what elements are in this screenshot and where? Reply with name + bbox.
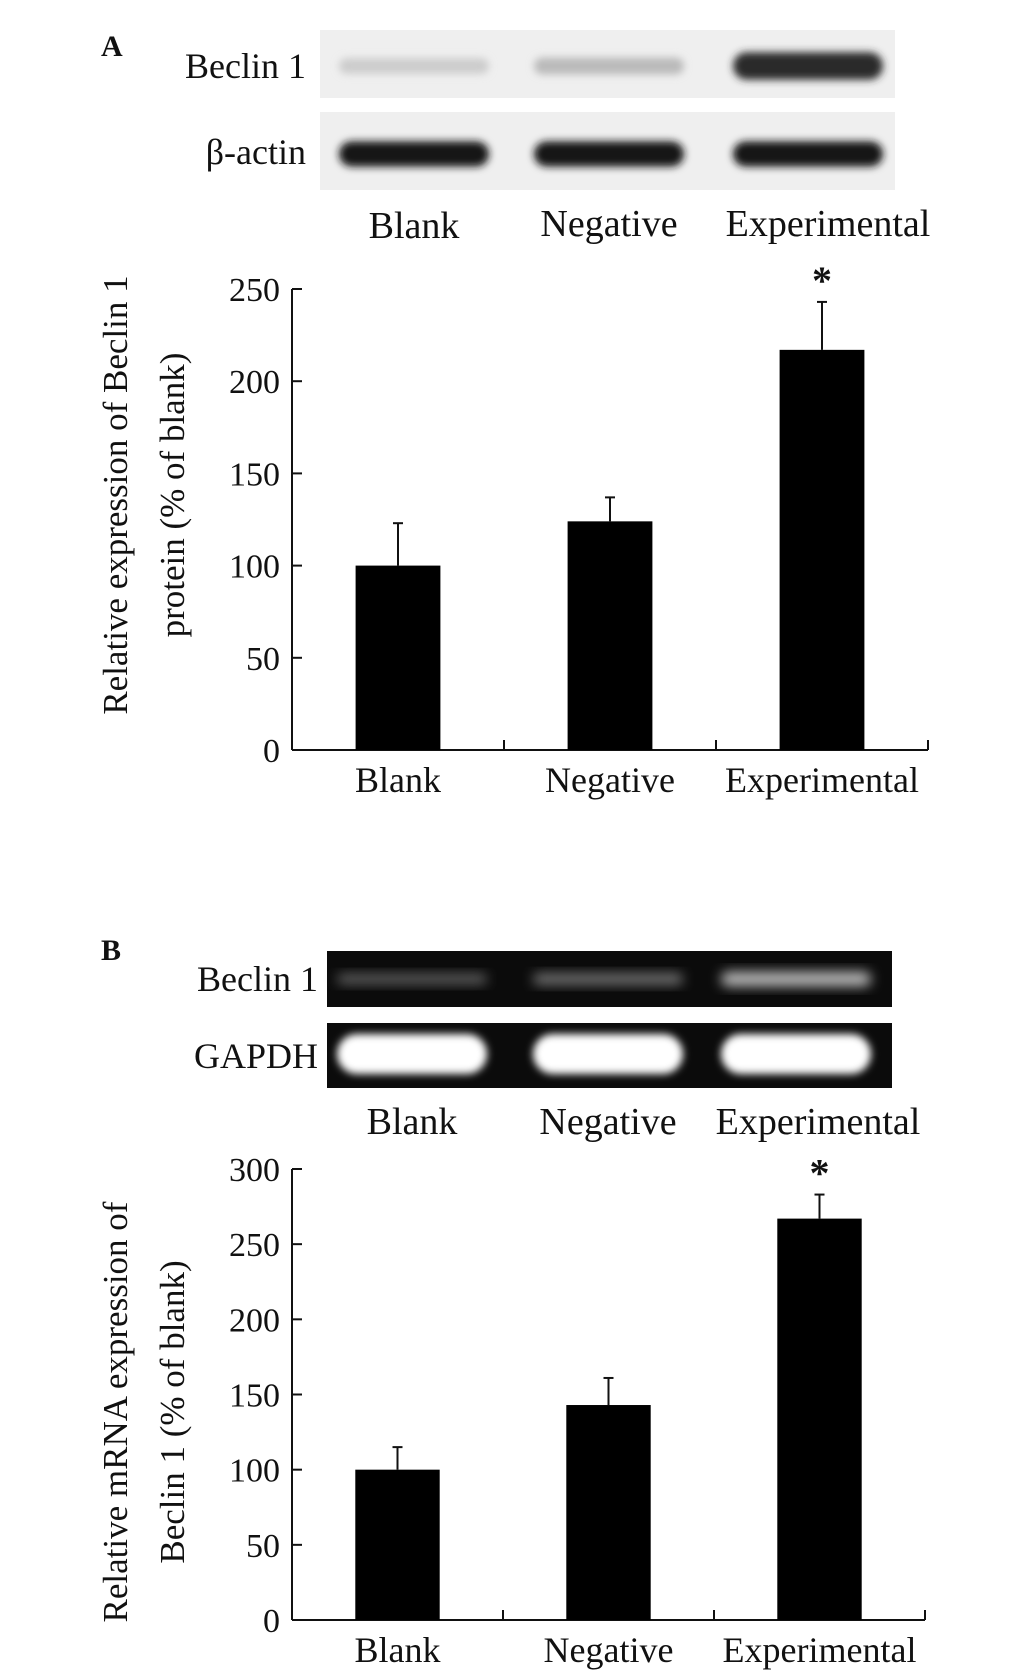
blot-bands (337, 971, 871, 1074)
blot-band (721, 971, 871, 987)
blot-band (533, 1034, 683, 1074)
bar-chart-mrna: Relative mRNA expression of Beclin 1 (% … (96, 1151, 926, 1670)
blot-band (733, 52, 883, 80)
western-blot: Beclin 1 β-actin Blank Negative Experime… (185, 30, 930, 247)
bar (567, 521, 653, 750)
bar (355, 565, 441, 750)
y-axis-title: protein (% of blank) (153, 353, 192, 638)
blot-band (533, 973, 683, 985)
y-tick-label: 150 (229, 456, 280, 493)
y-tick-label: 50 (246, 641, 280, 678)
panel-a-letter: A (101, 30, 123, 63)
y-tick-label: 200 (229, 364, 280, 401)
significance-marker: * (810, 1151, 830, 1196)
x-tick-label: Experimental (725, 760, 919, 800)
panel-b-letter: B (101, 934, 121, 967)
y-axis-title: Relative mRNA expression of (96, 1201, 135, 1622)
blot-band (339, 58, 489, 74)
panel-a: A Beclin 1 β-actin Blank Negative Experi… (96, 30, 930, 800)
plot-area: 0 50 100 150 200 250 Blank Negative * Experimenta… (229, 258, 929, 800)
blot-bands (339, 52, 883, 167)
y-tick-label: 0 (263, 1603, 280, 1640)
y-axis-title: Relative expression of Beclin 1 (96, 275, 135, 714)
blot-band (337, 1034, 487, 1074)
bar (566, 1405, 651, 1620)
y-tick-label: 250 (229, 1227, 280, 1264)
bar (779, 349, 865, 750)
gel-image: Beclin 1 GAPDH Blank Negative Experiment… (194, 951, 920, 1143)
blot-row-label: GAPDH (194, 1036, 318, 1076)
blot-band (534, 141, 684, 167)
blot-band (721, 1034, 871, 1074)
blot-lane-label: Experimental (716, 1101, 921, 1143)
significance-marker: * (812, 258, 832, 303)
x-tick-label: Negative (544, 1630, 674, 1670)
y-tick-label: 0 (263, 733, 280, 770)
y-tick-label: 100 (229, 1453, 280, 1490)
blot-row-label: Beclin 1 (185, 46, 306, 86)
panel-b: B Beclin 1 GAPDH Blank Negative Experime… (96, 934, 926, 1670)
blot-row-label: Beclin 1 (197, 959, 318, 999)
x-tick-label: Negative (545, 760, 675, 800)
blot-lane-label: Blank (367, 1101, 458, 1143)
x-tick-label: Blank (355, 760, 441, 800)
blot-row-label: β-actin (206, 132, 306, 172)
y-axis-title: Beclin 1 (% of blank) (153, 1260, 192, 1563)
blot-band (534, 57, 684, 75)
plot-area: 0 50 100 150 200 250 300 Blank Negative * Experime… (229, 1151, 926, 1670)
blot-lane-label: Negative (540, 203, 677, 245)
y-tick-label: 150 (229, 1378, 280, 1415)
y-tick-label: 100 (229, 549, 280, 586)
bar (355, 1469, 440, 1620)
blot-lane-label: Experimental (726, 203, 931, 245)
bar-chart-protein: Relative expression of Beclin 1 protein … (96, 258, 929, 800)
x-tick-label: Blank (355, 1630, 441, 1670)
blot-lane-label: Blank (369, 205, 460, 247)
blot-band (339, 141, 489, 167)
bar (777, 1218, 862, 1620)
x-tick-label: Experimental (723, 1630, 917, 1670)
blot-band (733, 141, 883, 167)
y-tick-label: 250 (229, 272, 280, 309)
y-tick-label: 200 (229, 1302, 280, 1339)
blot-band (337, 973, 487, 985)
y-tick-label: 300 (229, 1152, 280, 1189)
y-tick-label: 50 (246, 1528, 280, 1565)
blot-lane-label: Negative (539, 1101, 676, 1143)
